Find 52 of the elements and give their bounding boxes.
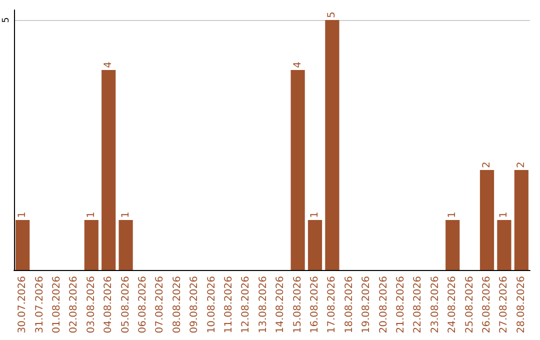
x-tick-label: 31.07.2026 <box>34 276 46 334</box>
x-tick-label: 08.08.2026 <box>172 276 183 334</box>
x-tick-label: 11.08.2026 <box>224 276 234 334</box>
data-label: 2 <box>516 162 527 168</box>
bar <box>325 20 340 270</box>
data-label: 1 <box>498 212 510 218</box>
x-tick-label: 16.08.2026 <box>310 276 320 334</box>
x-tick-label: 17.08.2026 <box>326 276 338 334</box>
bar <box>102 70 116 270</box>
data-label: 1 <box>120 212 132 218</box>
data-label: 4 <box>103 62 114 68</box>
x-tick-label: 06.08.2026 <box>138 276 148 334</box>
bar <box>308 220 322 270</box>
x-tick-label: 23.08.2026 <box>430 276 441 334</box>
bar <box>118 220 133 270</box>
data-label: 2 <box>482 162 492 168</box>
x-tick-label: 30.07.2026 <box>17 276 28 334</box>
x-tick-label: 20.08.2026 <box>378 276 390 334</box>
data-label: 5 <box>326 12 338 18</box>
data-label: 1 <box>447 212 458 218</box>
bar <box>514 170 528 270</box>
data-label: 1 <box>86 212 97 218</box>
x-tick-label: 25.08.2026 <box>464 276 476 334</box>
data-label: 4 <box>292 62 304 68</box>
x-tick-label: 14.08.2026 <box>275 276 286 334</box>
bar <box>497 220 512 270</box>
x-tick-label: 21.08.2026 <box>396 276 406 334</box>
bar <box>16 220 30 270</box>
x-tick-label: 24.08.2026 <box>447 276 458 334</box>
x-tick-label: 02.08.2026 <box>68 276 80 334</box>
x-tick-label: 22.08.2026 <box>412 276 424 334</box>
bar <box>84 220 98 270</box>
x-tick-label: 07.08.2026 <box>154 276 166 334</box>
x-tick-label: 28.08.2026 <box>516 276 527 334</box>
data-label: 1 <box>17 212 28 218</box>
x-tick-label: 27.08.2026 <box>498 276 510 334</box>
x-tick-label: 18.08.2026 <box>344 276 355 334</box>
bar <box>480 170 494 270</box>
data-label: 1 <box>310 212 320 218</box>
x-tick-label: 12.08.2026 <box>240 276 252 334</box>
bar <box>446 220 460 270</box>
x-tick-label: 04.08.2026 <box>103 276 114 334</box>
x-tick-label: 15.08.2026 <box>292 276 304 334</box>
x-tick-label: 01.08.2026 <box>52 276 62 334</box>
x-tick-label: 10.08.2026 <box>206 276 218 334</box>
x-tick-label: 19.08.2026 <box>361 276 372 334</box>
x-tick-label: 09.08.2026 <box>189 276 200 334</box>
bar <box>290 70 305 270</box>
x-tick-label: 03.08.2026 <box>86 276 97 334</box>
x-tick-label: 13.08.2026 <box>258 276 269 334</box>
x-tick-label: 26.08.2026 <box>482 276 492 334</box>
x-tick-label: 05.08.2026 <box>120 276 132 334</box>
